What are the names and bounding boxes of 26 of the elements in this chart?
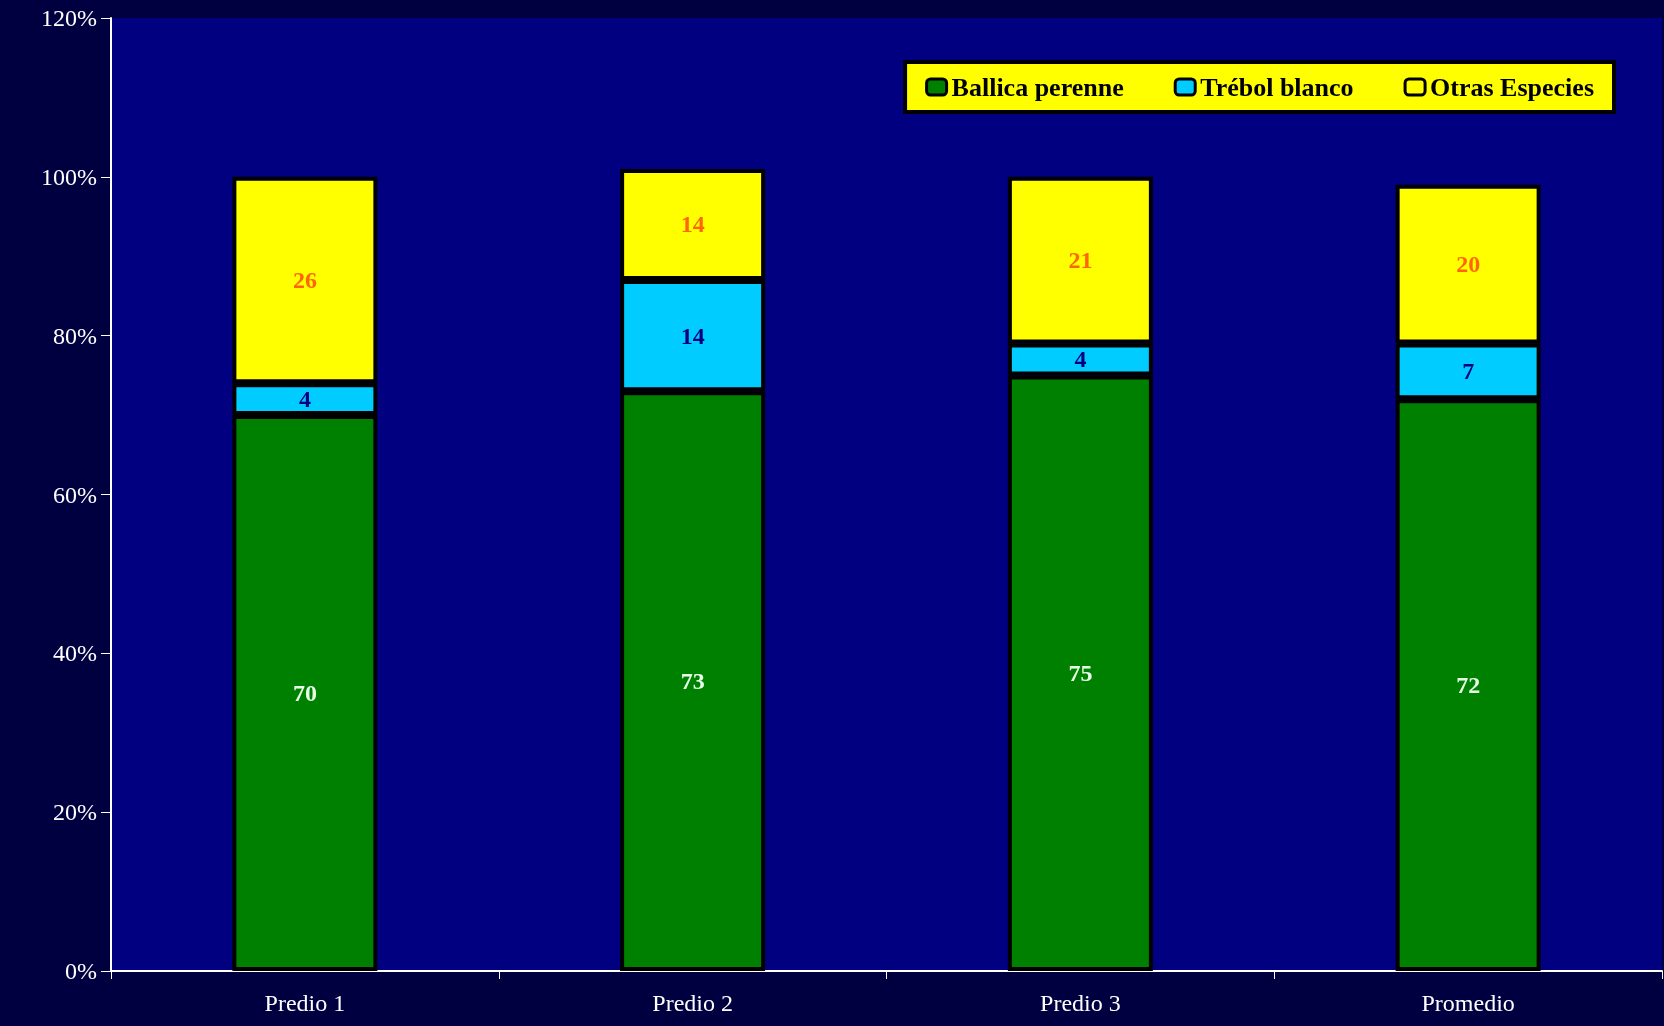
data-label: 20	[1456, 251, 1481, 278]
y-tick-label: 20%	[53, 799, 97, 826]
data-label: 72	[1456, 672, 1481, 699]
y-tick-label: 120%	[41, 5, 97, 31]
x-tick-label: Predio 2	[652, 990, 733, 1016]
x-tick-label: Predio 3	[1040, 990, 1121, 1016]
y-tick-label: 100%	[41, 163, 97, 190]
data-label: 7	[1462, 358, 1475, 385]
data-label: 70	[292, 680, 317, 707]
data-label: 21	[1068, 247, 1093, 274]
data-label: 14	[680, 211, 705, 238]
x-tick-label: Predio 1	[264, 990, 346, 1016]
x-tick-label: Promedio	[1421, 990, 1515, 1016]
y-tick-label: 0%	[65, 958, 97, 984]
legend-label: Otras Especies	[1430, 72, 1594, 102]
data-label: 4	[1074, 346, 1087, 373]
data-label: 73	[680, 668, 705, 695]
data-label: 4	[298, 386, 311, 413]
legend-label: Trébol blanco	[1200, 72, 1354, 102]
legend-label: Ballica perenne	[951, 72, 1124, 102]
y-tick-label: 80%	[53, 322, 97, 349]
data-label: 26	[292, 267, 317, 294]
data-label: 75	[1068, 660, 1093, 687]
y-tick-label: 40%	[53, 640, 97, 667]
y-tick-label: 60%	[53, 481, 97, 508]
data-label: 14	[680, 322, 705, 349]
